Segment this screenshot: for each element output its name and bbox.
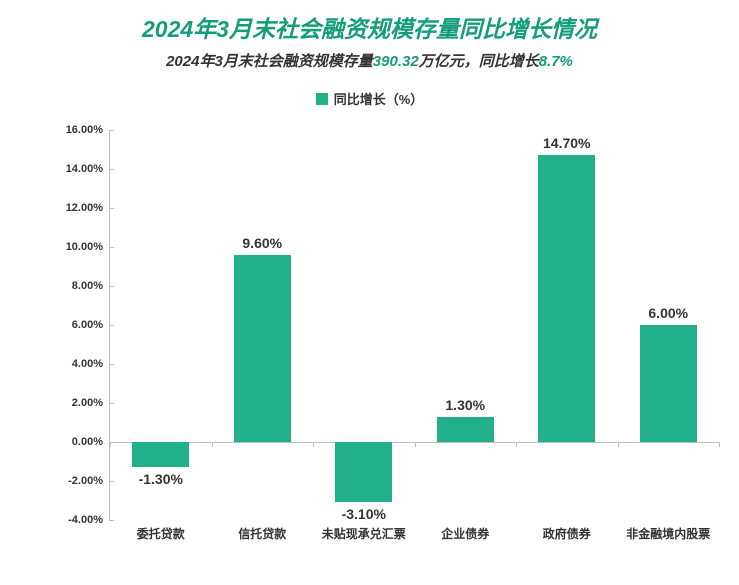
- x-tick: [212, 442, 213, 447]
- subtitle-value-1: 390.32: [373, 53, 419, 70]
- y-tick-label: 10.00%: [66, 241, 103, 253]
- bar: [132, 442, 189, 467]
- y-tick-label: 14.00%: [66, 163, 103, 175]
- bar: [234, 255, 291, 442]
- y-tick-label: 8.00%: [72, 280, 103, 292]
- bar-value-label: -3.10%: [342, 506, 386, 522]
- y-tick-label: -4.00%: [68, 514, 103, 526]
- x-axis-label: 信托贷款: [238, 525, 286, 542]
- bar-value-label: 6.00%: [648, 305, 688, 321]
- bar: [640, 325, 697, 442]
- x-tick: [110, 442, 111, 447]
- y-tick-label: 4.00%: [72, 358, 103, 370]
- bar-value-label: -1.30%: [139, 471, 183, 487]
- subtitle-mid: 万亿元，同比增长: [419, 53, 539, 70]
- y-tick-label: 16.00%: [66, 124, 103, 136]
- bar-value-label: 14.70%: [543, 135, 590, 151]
- plot-area: -1.30%委托贷款9.60%信托贷款-3.10%未贴现承兑汇票1.30%企业债…: [110, 130, 719, 520]
- subtitle-prefix: 2024年3月末社会融资规模存量: [166, 53, 373, 70]
- x-tick: [313, 442, 314, 447]
- y-tick-label: 0.00%: [72, 436, 103, 448]
- chart-legend: 同比增长（%）: [0, 89, 739, 108]
- bar-value-label: 9.60%: [242, 235, 282, 251]
- x-axis-label: 非金融境内股票: [626, 525, 710, 542]
- y-tick-mark: [109, 520, 114, 521]
- chart-title: 2024年3月末社会融资规模存量同比增长情况: [0, 0, 739, 44]
- chart-subtitle: 2024年3月末社会融资规模存量390.32万亿元，同比增长8.7%: [0, 50, 739, 71]
- x-tick: [415, 442, 416, 447]
- x-axis-label: 委托贷款: [137, 525, 185, 542]
- legend-label: 同比增长（%）: [334, 89, 424, 108]
- subtitle-value-2: 8.7%: [539, 53, 573, 70]
- y-tick-label: 6.00%: [72, 319, 103, 331]
- bar: [437, 417, 494, 442]
- x-tick: [516, 442, 517, 447]
- y-tick-label: 12.00%: [66, 202, 103, 214]
- x-axis-label: 未贴现承兑汇票: [322, 525, 406, 542]
- x-tick: [719, 442, 720, 447]
- x-axis-label: 政府债券: [543, 525, 591, 542]
- y-axis: -4.00%-2.00%0.00%2.00%4.00%6.00%8.00%10.…: [60, 130, 110, 520]
- bar-chart: -4.00% -2.00% 0.00% 2.00% 4.00% 6.00% 8.00% 10.…: [60, 130, 719, 540]
- bar: [335, 442, 392, 502]
- bar-value-label: 1.30%: [445, 397, 485, 413]
- x-axis-label: 企业债券: [441, 525, 489, 542]
- y-tick-label: 2.00%: [72, 397, 103, 409]
- y-tick-label: -2.00%: [68, 475, 103, 487]
- bar: [538, 155, 595, 442]
- legend-swatch: [316, 93, 328, 105]
- x-tick: [618, 442, 619, 447]
